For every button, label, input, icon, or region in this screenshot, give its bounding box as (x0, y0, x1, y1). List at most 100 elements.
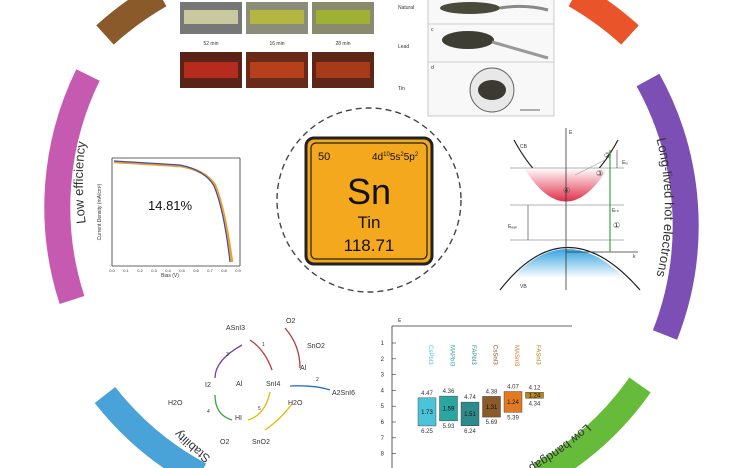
step-num-5: 5 (258, 406, 261, 412)
jv-x-tick: 0.2 (137, 268, 143, 273)
bandgap-top-value: 4.36 (443, 389, 455, 395)
timeline-label-3: 28 min (335, 41, 350, 47)
step-num-3: 3 (226, 352, 229, 358)
bandgap-y-tick: 6 (381, 420, 385, 426)
species-sno2-top: SnO2 (307, 343, 325, 350)
zebrafish-panel-d: d (431, 65, 434, 71)
bandgap-bottom-value: 6.24 (464, 429, 476, 435)
zebrafish-label-lead: Lead (398, 44, 409, 50)
bandgap-gap-value: 1.24 (529, 393, 541, 399)
bandgap-material-name: FAPbI3 (470, 345, 476, 365)
jv-x-tick: 0.0 (109, 268, 115, 273)
bandgap-bar (525, 392, 544, 399)
energy-axis-label: E (569, 130, 573, 136)
jv-curve-blue (113, 160, 231, 263)
timeline-label-1: 52 min (203, 41, 218, 47)
bandgap-gap-value: 1.59 (443, 406, 455, 412)
species-o2-top: O2 (286, 318, 295, 325)
jv-x-tick: 0.6 (193, 268, 199, 273)
element-mass: 118.71 (344, 236, 395, 255)
ring-label-left: Low efficiency (71, 140, 89, 225)
arc-right (636, 73, 699, 340)
bandgap-y-tick: 1 (381, 341, 385, 347)
arc-bottom-right (533, 377, 651, 468)
arc-bottom-left (94, 386, 207, 468)
efficiency-label: 14.81% (148, 198, 193, 213)
jv-ylabel: Current Density (mA/cm²) (97, 183, 103, 240)
electron-config: 4d105s25p2 (372, 152, 419, 163)
species-al-right: Al (300, 365, 307, 372)
bandgap-top-value: 4.38 (486, 389, 498, 395)
zebrafish-label-tin: Tin (398, 86, 405, 92)
bandgap-material-name: CsSnI3 (492, 345, 498, 365)
jv-x-tick: 0.1 (123, 268, 129, 273)
bandgap-material-name: CsPbI3 (427, 345, 433, 365)
bandgap-bar (417, 397, 437, 427)
species-i2: I2 (205, 382, 211, 389)
bandgap-bar (439, 395, 458, 422)
species-h2o-right: H2O (288, 400, 303, 407)
species-al-left: Al (236, 381, 243, 388)
bandgap-gap-value: 1.73 (421, 410, 433, 416)
timeline-label-2: 16 min (269, 41, 284, 47)
bandgap-bottom-value: 6.25 (421, 429, 433, 435)
zebrafish-panels: Natural Lead Tin c d (398, 0, 555, 117)
arc-left (44, 69, 100, 305)
bandgap-axis-label: E (398, 318, 402, 324)
jv-curve-panel: 14.81% Bias (V) Current Density (mA/cm²)… (97, 152, 246, 279)
jv-x-tick: 0.8 (221, 268, 227, 273)
bandgap-y-tick: 2 (381, 357, 385, 363)
species-h2o-left: H2O (168, 400, 183, 407)
species-a2sni6: A2SnI6 (332, 390, 355, 397)
atomic-number: 50 (318, 151, 330, 163)
arc-top-right (568, 0, 639, 45)
step-4: ④ (563, 186, 570, 195)
bandgap-chart: E 1 2 3 4 5 6 7 8 CsPbI3 4.47 1.73 6.25 MAPbI3 4.36 1… (381, 318, 572, 468)
bandgap-bottom-value: 5.69 (486, 420, 498, 426)
reaction-cycle: ASnI3 O2 SnO2 Al SnI4 Al I2 A2SnI6 H2O H… (168, 318, 355, 446)
jv-x-tick: 0.3 (151, 268, 157, 273)
e-gap-label: Eₑₐₚ (508, 224, 517, 230)
jv-x-tick: 0.5 (179, 268, 185, 273)
bandgap-material-name: MASnI3 (513, 345, 519, 367)
bandgap-y-tick: 5 (381, 404, 385, 410)
bandgap-material-name: FASnI3 (535, 345, 541, 365)
dashed-circle (276, 107, 462, 293)
hot-electron-diagram: CB VB E k Eₗₒ Eₑₐₚ Eₜₕ ④ ② ③ ① (499, 128, 641, 291)
jv-xlabel: Bias (V) (161, 273, 179, 279)
element-name: Tin (358, 213, 381, 232)
species-sno2-bottom: SnO2 (252, 439, 270, 446)
species-asni3: ASnI3 (226, 325, 245, 332)
bandgap-bar (482, 396, 501, 418)
element-tile: 50 4d105s25p2 Sn Tin 118.71 (304, 136, 434, 266)
vb-label: VB (520, 284, 527, 290)
bandgap-gap-value: 1.51 (464, 412, 476, 418)
bandgap-y-tick: 8 (381, 452, 385, 458)
step-num-4: 4 (207, 409, 210, 415)
step-3: ③ (596, 169, 603, 178)
jv-x-tick: 0.9 (235, 268, 241, 273)
bandgap-top-value: 4.47 (421, 391, 433, 397)
arc-top-left (96, 0, 167, 45)
cb-label: CB (520, 144, 528, 150)
bandgap-top-value: 4.74 (464, 395, 476, 401)
jv-x-tick: 0.7 (207, 268, 213, 273)
bandgap-gap-value: 1.24 (507, 400, 519, 406)
bandgap-bottom-value: 5.39 (507, 415, 519, 421)
bandgap-y-tick: 4 (381, 388, 385, 394)
bandgap-y-tick: 7 (381, 436, 385, 442)
bandgap-gap-value: 1.31 (486, 405, 498, 411)
step-2: ② (604, 151, 611, 160)
zebrafish-label-natural: Natural (398, 5, 414, 11)
photo-timeline: 52 min 16 min 28 min (180, 2, 374, 88)
bandgap-bottom-value: 5.93 (443, 424, 455, 430)
species-hi: HI (235, 415, 242, 422)
element-symbol: Sn (347, 171, 391, 212)
bandgap-bar (503, 391, 523, 413)
jv-x-tick: 0.4 (165, 268, 171, 273)
species-o2-bottom: O2 (220, 439, 229, 446)
e-lo-label: Eₗₒ (622, 160, 628, 166)
step-1: ① (613, 221, 620, 230)
bandgap-material-name: MAPbI3 (449, 345, 455, 367)
